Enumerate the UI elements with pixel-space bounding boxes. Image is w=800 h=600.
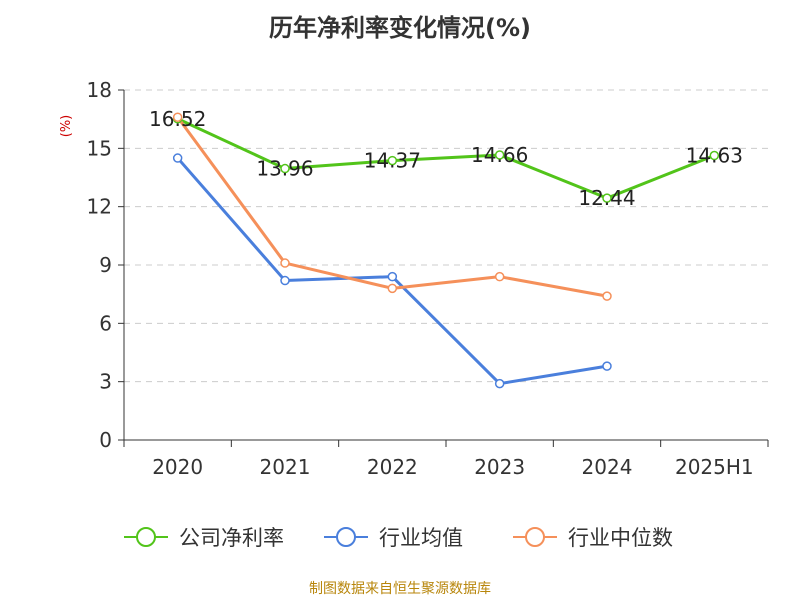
legend-label: 行业中位数 [568, 526, 673, 550]
data-label: 16.52 [149, 107, 206, 131]
data-point [172, 153, 183, 163]
data-point [172, 112, 183, 122]
chart-title: 历年净利率变化情况(%) [269, 14, 531, 42]
data-point [280, 163, 290, 174]
legend-marker [336, 527, 356, 547]
y-tick-label: 3 [99, 370, 112, 394]
y-tick-label: 9 [99, 253, 112, 277]
legend-label: 公司净利率 [179, 526, 284, 550]
series-points [172, 112, 720, 389]
y-tick-label: 15 [87, 136, 112, 160]
y-tick-label: 18 [87, 78, 112, 102]
data-label: 14.66 [471, 143, 528, 167]
x-tick-label: 2025H1 [675, 455, 754, 479]
data-point [602, 291, 612, 301]
y-tick-label: 6 [99, 311, 112, 335]
data-label: 14.63 [686, 144, 743, 168]
legend-label: 行业均值 [379, 526, 463, 550]
data-point [387, 155, 398, 166]
y-tick-label: 0 [99, 428, 112, 452]
data-point [387, 271, 398, 282]
x-tick-label: 2020 [152, 455, 203, 479]
grid-lines [124, 89, 768, 383]
series-line-1 [176, 157, 608, 386]
data-point [494, 378, 505, 389]
series-line-0 [177, 117, 715, 200]
legend: 公司净利率 行业均值 行业中位数 [124, 526, 673, 550]
data-point [387, 283, 398, 294]
data-label: 14.37 [364, 149, 421, 173]
source-note: 制图数据来自恒生聚源数据库 [309, 581, 491, 597]
data-point [494, 271, 505, 282]
data-point [494, 150, 505, 160]
y-tick-label: 12 [87, 195, 112, 219]
x-tick-label: 2023 [474, 455, 525, 479]
legend-marker [136, 527, 156, 547]
data-labels: 16.52 13.96 14.37 14.66 12.44 14.63 [149, 107, 743, 210]
x-tick-label: 2024 [582, 455, 633, 479]
data-point [602, 193, 612, 203]
legend-marker [525, 527, 545, 547]
x-tick-label: 2021 [260, 455, 311, 479]
data-point [280, 258, 290, 268]
data-label: 13.96 [256, 157, 313, 181]
x-tick-label: 2022 [367, 455, 418, 479]
data-label: 12.44 [578, 186, 635, 210]
y-unit-label: (%) [59, 115, 74, 138]
axes: 0 3 6 9 12 15 18 2020 2021 2022 2023 2024 2025H1 [87, 78, 769, 479]
data-point [602, 361, 612, 371]
data-point [280, 275, 290, 286]
data-point [709, 150, 720, 161]
